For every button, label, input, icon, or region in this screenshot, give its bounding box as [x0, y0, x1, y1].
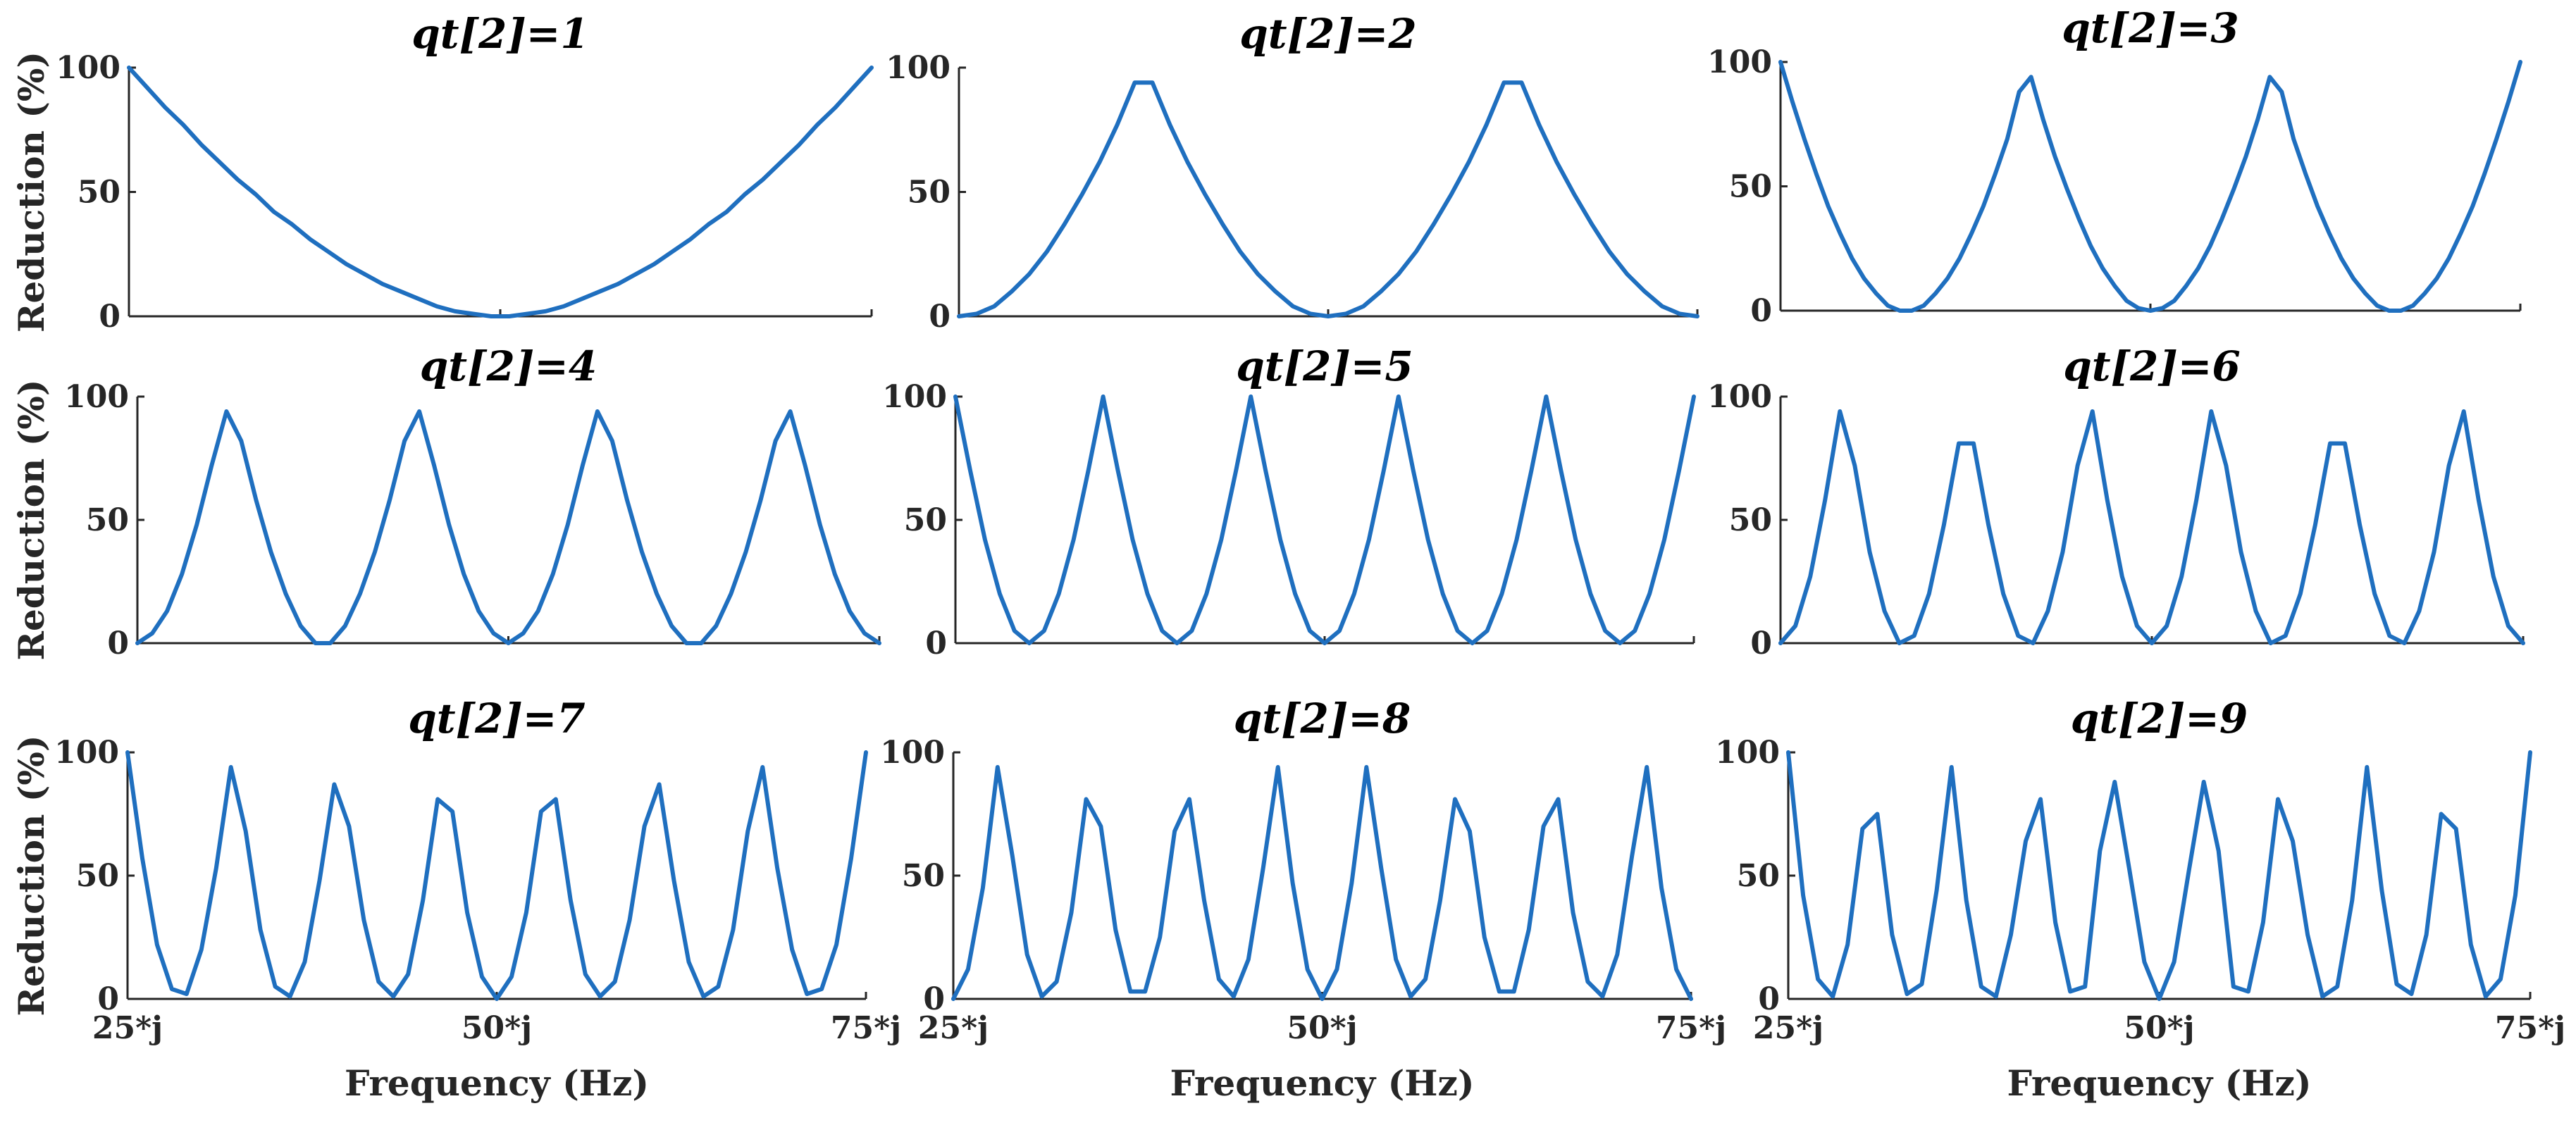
- x-tick-label-8-3: 75*j: [1656, 1010, 1726, 1046]
- y-tick-label-1-0: 0: [99, 299, 120, 335]
- y-tick-label-5-50: 50: [904, 502, 947, 538]
- y-tick-label-2-100: 100: [886, 50, 950, 86]
- series-line-3: [1778, 60, 2522, 313]
- series-line-5: [953, 394, 1696, 645]
- y-tick-label-3-0: 0: [1750, 293, 1772, 329]
- y-tick-label-7-100: 100: [54, 735, 119, 771]
- chart-title-4: qt[2]=4: [420, 342, 597, 390]
- chart-title-6: qt[2]=6: [2063, 342, 2241, 390]
- x-tick-label-8-2: 50*j: [1287, 1010, 1357, 1046]
- chart-title-9: qt[2]=9: [2071, 695, 2248, 742]
- y-tick-label-6-0: 0: [1750, 626, 1772, 661]
- y-tick-label-8-50: 50: [902, 858, 945, 894]
- series-line-1: [127, 66, 874, 318]
- y-tick-label-8-100: 100: [880, 735, 945, 771]
- y-tick-label-7-50: 50: [76, 858, 119, 894]
- chart-title-8: qt[2]=8: [1234, 695, 1411, 742]
- chart-title-2: qt[2]=2: [1239, 10, 1417, 58]
- chart-title-1: qt[2]=1: [411, 10, 589, 58]
- series-line-9: [1786, 750, 2532, 1001]
- y-tick-label-8-0: 0: [923, 981, 945, 1017]
- x-tick-label-9-1: 25*j: [1753, 1010, 1823, 1046]
- y-tick-label-5-100: 100: [882, 379, 947, 415]
- y-tick-label-1-50: 50: [78, 175, 120, 211]
- y-tick-label-9-100: 100: [1715, 735, 1780, 771]
- chart-title-5: qt[2]=5: [1236, 342, 1413, 390]
- series-line-4: [135, 409, 881, 645]
- y-tick-label-3-100: 100: [1707, 44, 1772, 80]
- chart-title-3: qt[2]=3: [2062, 4, 2239, 52]
- y-tick-label-3-50: 50: [1729, 169, 1772, 205]
- x-tick-label-7-2: 50*j: [462, 1010, 532, 1046]
- y-axis-label-4: Reduction (%): [11, 379, 52, 660]
- y-axis-label-7: Reduction (%): [11, 735, 52, 1016]
- series-line-8: [951, 765, 1693, 1001]
- x-axis-label-9: Frequency (Hz): [2007, 1062, 2311, 1104]
- y-tick-label-9-0: 0: [1758, 981, 1780, 1017]
- y-tick-label-5-0: 0: [925, 626, 947, 661]
- y-tick-label-4-100: 100: [64, 379, 129, 415]
- x-tick-label-9-3: 75*j: [2495, 1010, 2565, 1046]
- y-tick-label-1-100: 100: [56, 50, 120, 86]
- y-tick-label-4-0: 0: [107, 626, 129, 661]
- series-line-2: [957, 80, 1699, 318]
- x-tick-label-7-1: 25*j: [92, 1010, 163, 1046]
- x-axis-label-7: Frequency (Hz): [345, 1062, 649, 1104]
- x-tick-label-7-3: 75*j: [831, 1010, 901, 1046]
- series-line-6: [1778, 409, 2525, 645]
- y-tick-label-6-50: 50: [1729, 502, 1772, 538]
- y-tick-label-6-100: 100: [1707, 379, 1772, 415]
- y-tick-label-4-50: 50: [86, 502, 129, 538]
- x-axis-label-8: Frequency (Hz): [1170, 1062, 1474, 1104]
- x-tick-label-9-2: 50*j: [2124, 1010, 2194, 1046]
- y-tick-label-9-50: 50: [1737, 858, 1780, 894]
- x-tick-label-8-1: 25*j: [918, 1010, 989, 1046]
- y-tick-label-2-0: 0: [929, 299, 950, 335]
- y-tick-label-2-50: 50: [908, 175, 950, 211]
- y-tick-label-7-0: 0: [97, 981, 119, 1017]
- y-axis-label-1: Reduction (%): [11, 51, 52, 332]
- chart-title-7: qt[2]=7: [408, 695, 586, 742]
- series-line-7: [125, 750, 868, 1001]
